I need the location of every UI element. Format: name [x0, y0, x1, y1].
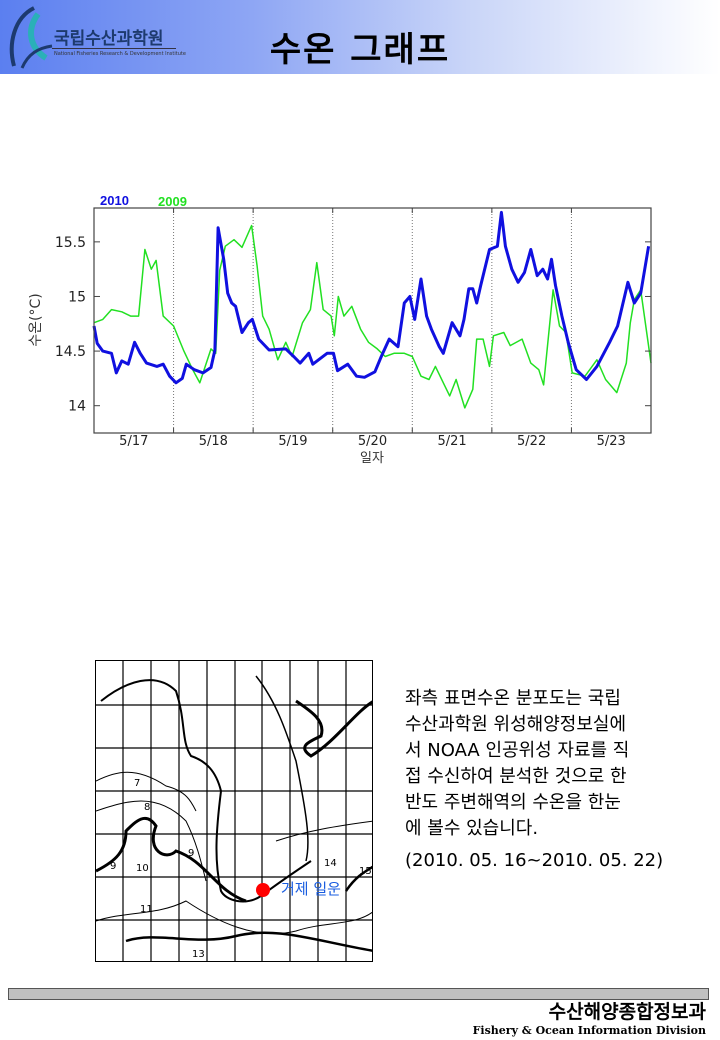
contour-label: 9: [110, 861, 116, 872]
contour-label: 8: [144, 802, 150, 813]
contour-label: 7: [134, 778, 140, 789]
map-location-label: 거제 일운: [281, 880, 341, 898]
page-title: 수온 그래프: [269, 30, 451, 70]
description-line: 접 수신하여 분석한 것으로 한: [405, 766, 627, 787]
x-tick-label: 5/22: [517, 434, 546, 449]
description-line: 수산과학원 위성해양정보실에: [405, 714, 627, 735]
logo-name: 국립수산과학원: [54, 29, 164, 49]
footer-org-english: Fishery & Ocean Information Division: [472, 1024, 706, 1037]
legend-2010: 2010: [100, 193, 129, 208]
logo-subtitle: National Fisheries Research & Developmen…: [54, 51, 186, 57]
description-text: 좌측 표면수온 분포도는 국립 수산과학원 위성해양정보실에 서 NOAA 인공…: [405, 686, 629, 842]
y-tick-label: 14.5: [55, 344, 86, 360]
contour-label: 9: [188, 848, 194, 859]
plot-frame: [93, 207, 652, 434]
series-line-2009: [93, 224, 652, 409]
chart-ticks: 5/17 5/18 5/19 5/20 5/21 5/22 5/23 14 14.5 15 15.5: [55, 208, 651, 449]
contour-label: 10: [136, 863, 149, 874]
chart-grid: [173, 208, 572, 433]
y-tick-label: 15: [68, 289, 86, 305]
x-axis-label: 일자: [360, 451, 384, 466]
contour-label: 13: [192, 949, 205, 960]
x-tick-label: 5/21: [437, 434, 466, 449]
sea-temperature-map: 7 8 9 9 10 11 13 14 15: [95, 660, 373, 962]
y-axis-label: 수온(°C): [28, 293, 44, 346]
x-tick-label: 5/18: [199, 434, 228, 449]
y-tick-label: 15.5: [55, 235, 86, 251]
chart-lines: [92, 210, 652, 409]
fish-logo-icon: [9, 6, 53, 69]
temperature-chart: 5/17 5/18 5/19 5/20 5/21 5/22 5/23 14 14.5 15 15.5…: [28, 193, 652, 466]
description-line: 서 NOAA 인공위성 자료를 직: [405, 740, 630, 761]
description-line: 반도 주변해역의 수온을 한눈: [405, 792, 621, 813]
contour-label: 11: [140, 904, 153, 915]
description-line: 좌측 표면수온 분포도는 국립: [405, 688, 621, 709]
series-line-2010: [92, 210, 651, 385]
footer-org-korean: 수산해양종합정보과: [548, 1001, 706, 1023]
legend-2009: 2009: [158, 194, 187, 209]
date-range: (2010. 05. 16~2010. 05. 22): [405, 850, 664, 871]
location-marker-icon: [256, 883, 270, 897]
logo-divider: [52, 48, 176, 49]
x-tick-label: 5/19: [278, 434, 307, 449]
contour-label: 15: [359, 866, 372, 877]
nfrdi-logo: 국립수산과학원 National Fisheries Research & De…: [4, 4, 186, 70]
header-banner: 국립수산과학원 National Fisheries Research & De…: [0, 0, 720, 74]
x-tick-label: 5/23: [597, 434, 626, 449]
y-tick-label: 14: [68, 399, 86, 415]
description-line: 에 볼수 있습니다.: [405, 818, 539, 839]
x-tick-label: 5/17: [119, 434, 148, 449]
footer-bar: [8, 988, 709, 1000]
contour-label: 14: [324, 858, 337, 869]
map-graphic: 7 8 9 9 10 11 13 14 15: [96, 661, 372, 961]
x-tick-label: 5/20: [358, 434, 387, 449]
